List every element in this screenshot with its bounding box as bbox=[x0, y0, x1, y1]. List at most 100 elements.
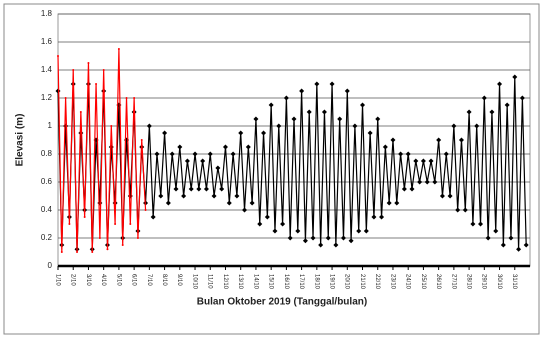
marker bbox=[390, 137, 396, 143]
marker bbox=[150, 214, 156, 220]
marker bbox=[432, 179, 438, 185]
y-tick-label: 1 bbox=[48, 121, 53, 130]
x-tick-label: 19/10 bbox=[328, 274, 334, 290]
marker bbox=[238, 130, 244, 136]
marker bbox=[268, 102, 274, 108]
marker bbox=[417, 179, 423, 185]
marker bbox=[242, 207, 248, 213]
marker bbox=[363, 228, 369, 234]
marker bbox=[504, 102, 510, 108]
x-tick-label: 6/10 bbox=[131, 274, 137, 286]
marker bbox=[181, 193, 187, 199]
y-tick-label: 1.8 bbox=[41, 9, 53, 18]
marker bbox=[447, 193, 453, 199]
marker bbox=[318, 242, 324, 248]
marker bbox=[352, 123, 358, 129]
marker bbox=[162, 130, 168, 136]
x-tick-label: 7/10 bbox=[146, 274, 152, 286]
marker bbox=[272, 228, 278, 234]
x-tick-label: 10/10 bbox=[191, 274, 197, 290]
marker bbox=[489, 109, 495, 115]
marker bbox=[257, 221, 263, 227]
point bbox=[125, 97, 128, 99]
marker bbox=[451, 123, 457, 129]
marker bbox=[207, 151, 213, 157]
x-tick-label: 14/10 bbox=[252, 274, 258, 290]
x-tick-label: 3/10 bbox=[85, 274, 91, 286]
marker bbox=[253, 116, 259, 122]
marker bbox=[169, 151, 175, 157]
point bbox=[106, 248, 109, 251]
point bbox=[98, 237, 101, 239]
marker bbox=[188, 186, 194, 192]
marker bbox=[436, 137, 442, 143]
marker bbox=[264, 214, 270, 220]
marker bbox=[382, 144, 388, 150]
line-series bbox=[57, 48, 147, 253]
marker bbox=[302, 238, 308, 244]
point bbox=[60, 251, 63, 253]
marker bbox=[177, 144, 183, 150]
point bbox=[76, 251, 79, 253]
marker bbox=[173, 186, 179, 192]
marker bbox=[340, 235, 346, 241]
marker bbox=[478, 221, 484, 227]
marker bbox=[192, 151, 198, 157]
marker bbox=[158, 193, 164, 199]
x-tick-label: 17/10 bbox=[298, 274, 304, 290]
marker bbox=[375, 116, 381, 122]
marker bbox=[470, 221, 476, 227]
marker bbox=[443, 151, 449, 157]
x-tick-label: 15/10 bbox=[268, 274, 274, 290]
marker bbox=[462, 207, 468, 213]
marker bbox=[508, 235, 514, 241]
marker bbox=[424, 179, 430, 185]
marker bbox=[455, 207, 461, 213]
marker bbox=[493, 228, 499, 234]
x-axis-title: Bulan Oktober 2019 (Tanggal/bulan) bbox=[197, 297, 367, 308]
marker bbox=[226, 200, 232, 206]
y-axis-title: Elevasi (m) bbox=[15, 114, 26, 167]
x-tick-label: 12/10 bbox=[222, 274, 228, 290]
x-tick-label: 30/10 bbox=[496, 274, 502, 290]
marker bbox=[398, 151, 404, 157]
marker bbox=[360, 102, 366, 108]
x-tick-label: 29/10 bbox=[481, 274, 487, 290]
marker bbox=[211, 193, 217, 199]
x-tick-label: 16/10 bbox=[283, 274, 289, 290]
y-tick-label: 0 bbox=[48, 261, 53, 270]
x-tick-label: 25/10 bbox=[420, 274, 426, 290]
marker bbox=[283, 95, 289, 101]
point bbox=[140, 139, 143, 141]
marker bbox=[356, 228, 362, 234]
marker bbox=[333, 242, 339, 248]
point bbox=[110, 125, 113, 127]
marker bbox=[321, 109, 327, 115]
marker bbox=[299, 88, 305, 94]
marker bbox=[413, 158, 419, 164]
marker bbox=[523, 242, 529, 248]
x-tick-label: 22/10 bbox=[374, 274, 380, 290]
plot-area bbox=[57, 13, 531, 267]
marker bbox=[314, 81, 320, 87]
marker bbox=[379, 214, 385, 220]
point bbox=[129, 223, 132, 225]
point bbox=[83, 216, 86, 218]
marker bbox=[401, 186, 407, 192]
marker bbox=[337, 116, 343, 122]
marker bbox=[200, 158, 206, 164]
marker bbox=[295, 228, 301, 234]
marker bbox=[344, 88, 350, 94]
marker bbox=[154, 151, 160, 157]
marker bbox=[146, 123, 152, 129]
x-tick-label: 26/10 bbox=[435, 274, 441, 290]
marker bbox=[203, 186, 209, 192]
marker bbox=[439, 193, 445, 199]
marker bbox=[519, 95, 525, 101]
marker bbox=[234, 193, 240, 199]
point bbox=[79, 111, 82, 113]
x-tick-label: 20/10 bbox=[344, 274, 350, 290]
marker bbox=[367, 130, 373, 136]
x-tick-label: 13/10 bbox=[237, 274, 243, 290]
point bbox=[114, 223, 117, 225]
